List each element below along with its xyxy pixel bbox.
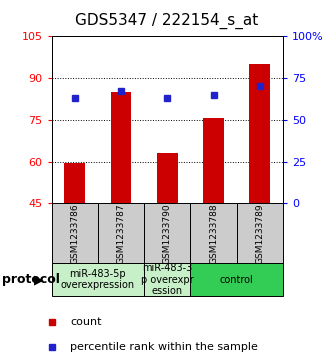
Text: percentile rank within the sample: percentile rank within the sample bbox=[70, 342, 258, 352]
Bar bbox=[203, 118, 224, 203]
Text: GSM1233788: GSM1233788 bbox=[209, 203, 218, 264]
FancyBboxPatch shape bbox=[52, 203, 98, 263]
Text: control: control bbox=[220, 274, 254, 285]
FancyBboxPatch shape bbox=[237, 203, 283, 263]
Bar bbox=[157, 153, 178, 203]
Text: GSM1233790: GSM1233790 bbox=[163, 203, 172, 264]
Text: GDS5347 / 222154_s_at: GDS5347 / 222154_s_at bbox=[75, 13, 258, 29]
Text: miR-483-5p
overexpression: miR-483-5p overexpression bbox=[61, 269, 135, 290]
Text: protocol: protocol bbox=[2, 273, 60, 286]
FancyBboxPatch shape bbox=[98, 203, 144, 263]
Bar bbox=[64, 163, 85, 203]
Text: GSM1233787: GSM1233787 bbox=[117, 203, 126, 264]
Bar bbox=[111, 92, 132, 203]
FancyBboxPatch shape bbox=[52, 263, 144, 296]
Text: count: count bbox=[70, 318, 102, 327]
FancyBboxPatch shape bbox=[144, 263, 190, 296]
Text: miR-483-3
p overexpr
ession: miR-483-3 p overexpr ession bbox=[141, 263, 194, 296]
Bar bbox=[249, 64, 270, 203]
FancyBboxPatch shape bbox=[190, 203, 237, 263]
Text: ▶: ▶ bbox=[34, 273, 43, 286]
Text: GSM1233789: GSM1233789 bbox=[255, 203, 264, 264]
FancyBboxPatch shape bbox=[190, 263, 283, 296]
Text: GSM1233786: GSM1233786 bbox=[70, 203, 79, 264]
FancyBboxPatch shape bbox=[144, 203, 190, 263]
